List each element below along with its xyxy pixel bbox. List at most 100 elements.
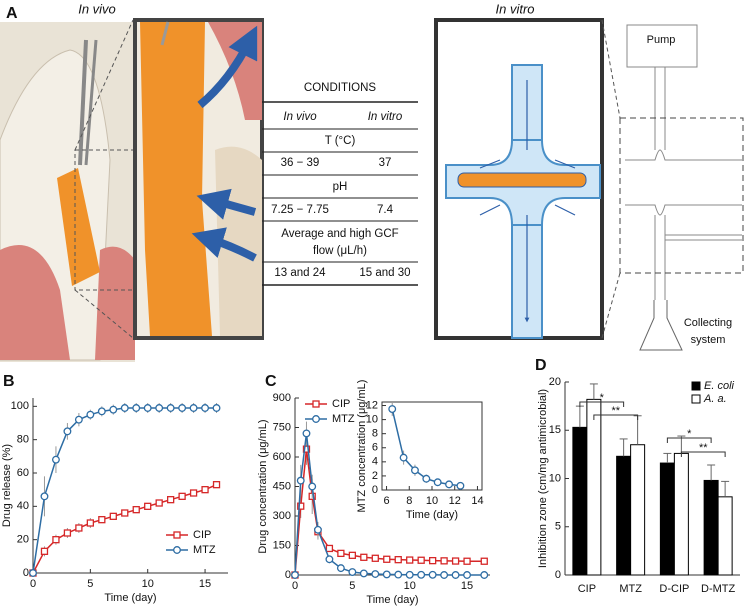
marker: [297, 502, 305, 510]
marker: [388, 405, 397, 413]
x-tick-label: 10: [142, 578, 154, 590]
cell: 15 and 30: [359, 267, 410, 279]
bar: [717, 496, 733, 576]
bar: [659, 462, 675, 576]
marker: [312, 400, 320, 408]
marker: [302, 445, 311, 453]
panel-label: B: [3, 373, 15, 390]
y-axis-label: Drug release (%): [1, 444, 13, 527]
legend-label: MTZ: [332, 413, 355, 425]
marker: [411, 466, 419, 475]
x-tick-label: 0: [292, 580, 298, 592]
y-tick-label: 15: [549, 424, 561, 436]
bar: [586, 398, 602, 576]
marker: [480, 571, 489, 579]
marker: [40, 492, 49, 501]
in-vivo-illustration: [0, 18, 264, 362]
x-tick-label: 14: [471, 495, 483, 507]
marker: [348, 568, 357, 576]
marker: [360, 553, 368, 561]
panel-label: C: [265, 373, 277, 390]
marker: [406, 556, 414, 564]
inset-frame: [381, 401, 483, 491]
marker: [336, 564, 345, 573]
marker: [440, 571, 449, 579]
bar: [703, 479, 719, 576]
marker: [51, 455, 60, 464]
y-tick-label: 60: [17, 467, 29, 479]
marker: [109, 512, 117, 520]
y-tick-label: 20: [549, 376, 561, 388]
marker: [417, 570, 426, 579]
legend-label: CIP: [193, 529, 211, 541]
significance-bracket: [593, 414, 639, 420]
marker: [178, 492, 186, 500]
significance-label: **: [611, 405, 620, 417]
legend-swatch: [691, 381, 701, 391]
x-axis-label: Time (day): [406, 509, 458, 521]
y-tick-label: 80: [17, 434, 29, 446]
marker: [132, 506, 140, 514]
marker: [296, 476, 305, 485]
marker: [371, 554, 379, 562]
marker: [173, 531, 181, 539]
conditions-table: CONDITIONS In vivo In vitro T (°C) 36 − …: [262, 82, 418, 286]
significance-bracket: [666, 437, 712, 443]
significance-label: *: [687, 428, 692, 440]
marker: [308, 482, 317, 491]
marker: [463, 557, 471, 565]
y-tick-label: 0: [555, 569, 561, 581]
marker: [433, 478, 442, 487]
setup-schematic: [601, 19, 744, 351]
marker: [451, 557, 460, 565]
marker: [313, 525, 322, 534]
marker: [189, 404, 198, 412]
x-tick-label: 12: [449, 495, 461, 507]
marker: [178, 404, 187, 412]
marker: [312, 415, 320, 423]
marker: [394, 570, 403, 579]
y-tick-label: 8: [372, 428, 378, 440]
y-tick-label: 150: [273, 539, 291, 551]
marker: [302, 429, 311, 438]
marker: [399, 453, 408, 462]
cell: 7.4: [377, 204, 394, 216]
marker: [144, 502, 152, 510]
marker: [451, 571, 460, 579]
cell: 36 − 39: [281, 157, 320, 169]
x-tick-label: D-CIP: [659, 583, 689, 595]
y-tick-label: 450: [273, 480, 291, 492]
y-tick-label: 10: [366, 414, 378, 426]
marker: [86, 410, 95, 419]
marker: [40, 547, 49, 555]
marker: [75, 524, 83, 532]
marker: [445, 480, 453, 489]
y-tick-label: 0: [372, 484, 378, 496]
y-tick-label: 300: [273, 510, 291, 522]
table-title: CONDITIONS: [304, 82, 377, 94]
row-heading: Average and high GCF: [281, 228, 398, 240]
marker: [463, 571, 472, 579]
column-header: In vitro: [368, 111, 403, 123]
bar: [673, 452, 689, 576]
marker: [155, 404, 164, 412]
in-vitro-title: In vitro: [495, 1, 534, 16]
column-header: In vivo: [283, 111, 317, 123]
cell: 37: [379, 157, 392, 169]
x-tick-label: 5: [87, 578, 93, 590]
x-tick-label: CIP: [578, 583, 596, 595]
marker: [109, 405, 118, 414]
marker: [143, 404, 152, 412]
collecting-label: system: [691, 334, 726, 346]
marker: [98, 516, 106, 524]
marker: [337, 549, 345, 558]
panel-label: A: [6, 5, 18, 22]
y-tick-label: 750: [273, 421, 291, 433]
x-tick-label: D-MTZ: [701, 583, 735, 595]
marker: [348, 551, 357, 559]
y-tick-label: 100: [11, 400, 29, 412]
panel-label: D: [535, 357, 547, 374]
row-heading: flow (μL/h): [313, 245, 367, 257]
significance-label: *: [600, 392, 605, 404]
pump-label: Pump: [647, 34, 676, 46]
